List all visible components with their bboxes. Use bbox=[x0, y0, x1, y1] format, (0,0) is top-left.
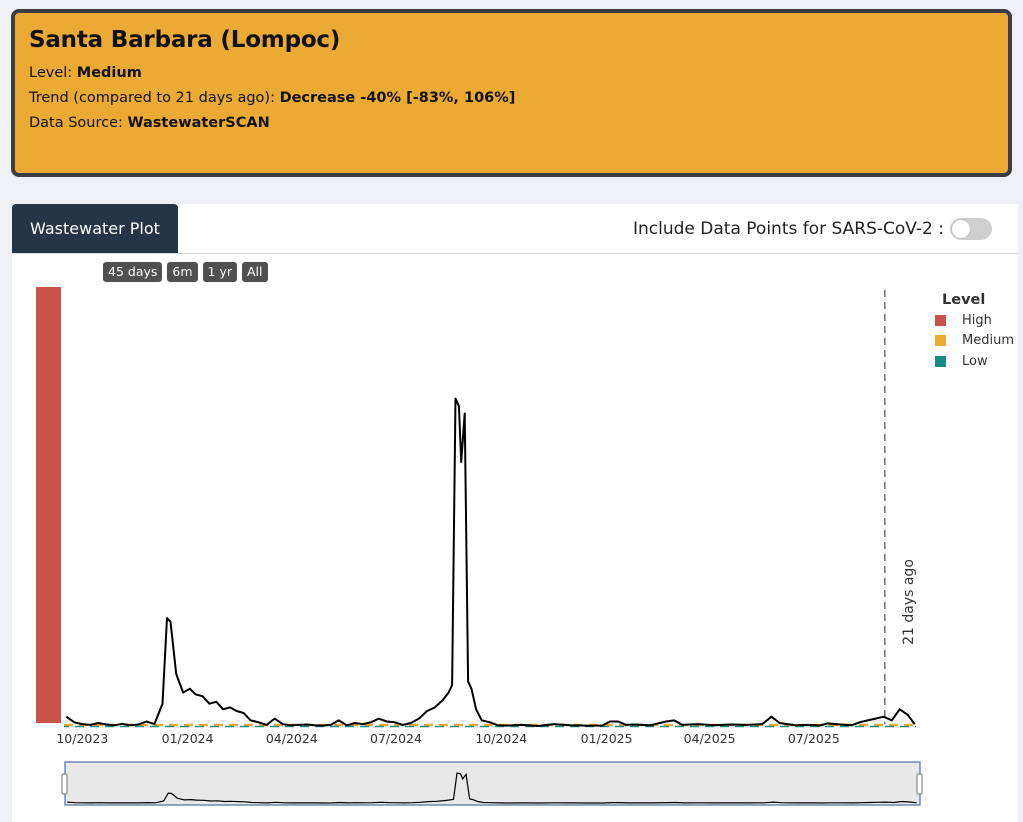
level-bar-high bbox=[36, 287, 61, 723]
range-selector: 45 days 6m 1 yr All bbox=[103, 262, 268, 282]
x-tick-label-7: 07/2025 bbox=[788, 731, 840, 746]
level-row: Level: Medium bbox=[29, 61, 994, 86]
range-button-all[interactable]: All bbox=[242, 262, 268, 282]
legend-title: Level bbox=[942, 292, 986, 308]
legend-swatch-low bbox=[935, 355, 946, 367]
vline-annotation: 21 days ago bbox=[901, 559, 917, 645]
x-tick-label-3: 07/2024 bbox=[370, 731, 422, 746]
range-slider-line bbox=[67, 772, 917, 804]
wastewater-chart: 10/2023 01/2024 04/2024 07/2024 10/2024 01/20… bbox=[36, 287, 923, 806]
source-value: WastewaterSCAN bbox=[127, 115, 270, 131]
x-tick-label-5: 01/2025 bbox=[581, 731, 633, 746]
series-line bbox=[65, 397, 916, 727]
chart-legend: Level High Medium Low bbox=[935, 292, 1014, 372]
trend-value: Decrease -40% [-83%, 106%] bbox=[279, 90, 516, 106]
tab-wastewater-plot[interactable]: Wastewater Plot bbox=[12, 204, 178, 253]
data-points-toggle[interactable] bbox=[950, 218, 992, 240]
tab-divider bbox=[12, 253, 1018, 254]
range-button-1yr[interactable]: 1 yr bbox=[202, 262, 237, 282]
x-tick-label-1: 01/2024 bbox=[162, 731, 214, 746]
toggle-label: Include Data Points for SARS-CoV-2 : bbox=[633, 219, 944, 239]
source-row: Data Source: WastewaterSCAN bbox=[29, 111, 994, 136]
x-tick-label-0: 10/2023 bbox=[56, 731, 108, 746]
legend-item-medium: Medium bbox=[935, 331, 1014, 352]
range-handle-right bbox=[916, 773, 923, 795]
trend-label: Trend (compared to 21 days ago): bbox=[29, 90, 280, 106]
range-button-45-days[interactable]: 45 days bbox=[103, 262, 163, 282]
legend-item-low: Low bbox=[935, 351, 1014, 372]
legend-label-low: Low bbox=[962, 353, 988, 369]
range-handle-left bbox=[61, 773, 68, 795]
wastewater-panel: Wastewater Plot Include Data Points for … bbox=[12, 204, 1018, 822]
source-label: Data Source: bbox=[29, 115, 128, 131]
trend-row: Trend (compared to 21 days ago): Decreas… bbox=[29, 86, 994, 111]
range-button-6m[interactable]: 6m bbox=[167, 262, 198, 282]
alert-card: Santa Barbara (Lompoc) Level: Medium Tre… bbox=[11, 9, 1012, 177]
level-value: Medium bbox=[76, 65, 142, 81]
data-points-toggle-group: Include Data Points for SARS-CoV-2 : bbox=[633, 216, 992, 242]
legend-swatch-medium bbox=[935, 335, 946, 347]
legend-swatch-high bbox=[935, 314, 946, 326]
x-tick-label-6: 04/2025 bbox=[684, 731, 736, 746]
legend-label-high: High bbox=[962, 312, 992, 328]
level-label: Level: bbox=[29, 65, 77, 81]
range-slider-box bbox=[64, 761, 921, 806]
toggle-knob bbox=[952, 220, 970, 238]
legend-item-high: High bbox=[935, 310, 1014, 331]
x-tick-label-4: 10/2024 bbox=[475, 731, 527, 746]
legend-label-medium: Medium bbox=[962, 333, 1014, 349]
site-title: Santa Barbara (Lompoc) bbox=[29, 27, 341, 53]
x-tick-label-2: 04/2024 bbox=[266, 731, 318, 746]
